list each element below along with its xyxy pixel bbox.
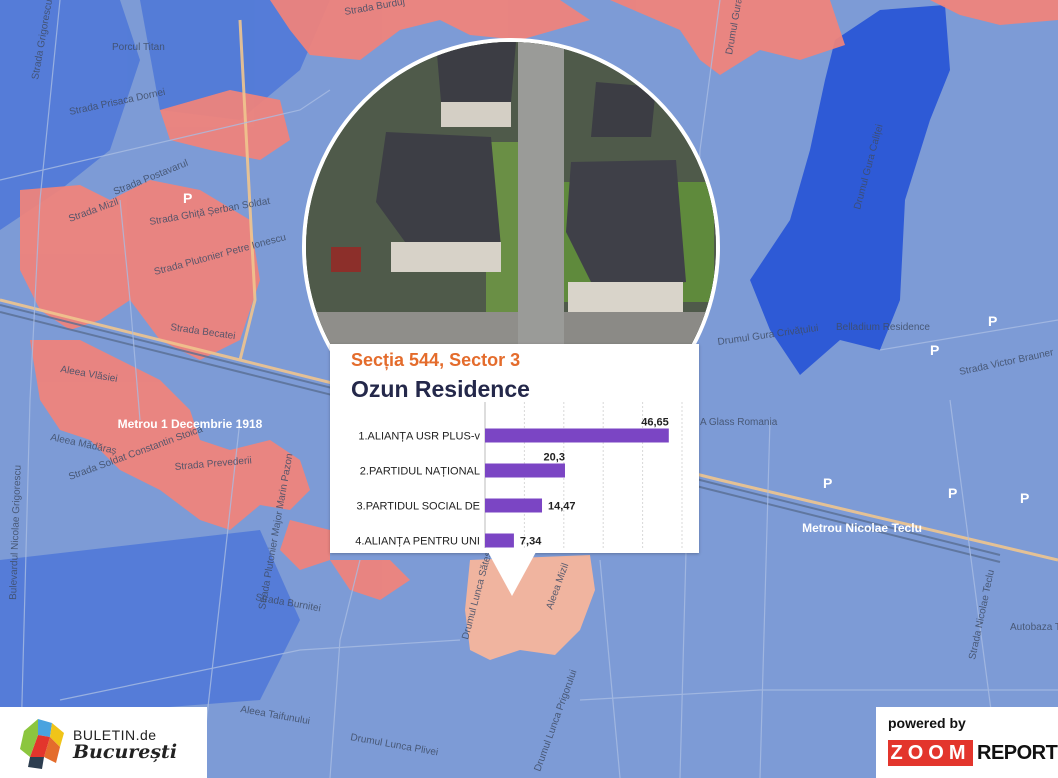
result-bar[interactable] xyxy=(485,533,514,548)
photo-shed xyxy=(331,247,361,272)
powered-by-label: powered by xyxy=(888,715,966,731)
result-value-label: 14,47 xyxy=(548,501,576,513)
result-value-label: 20,3 xyxy=(544,452,565,464)
residence-label: Belladium Residence xyxy=(836,322,930,333)
brand-left-line1: BULETIN.de xyxy=(73,727,157,743)
zoom-text: ZOOM xyxy=(890,742,971,764)
results-chart: 1.ALIANȚA USR PLUS-v 46,65 2.PARTIDUL NAȚI… xyxy=(355,402,683,548)
result-bar[interactable] xyxy=(485,428,669,443)
parking-icon: P xyxy=(183,190,192,206)
photo-wall xyxy=(568,282,683,312)
photo-roof xyxy=(436,42,516,102)
party-label: 2.PARTIDUL NAȚIONAL xyxy=(360,466,480,478)
photo-roof xyxy=(376,132,501,257)
party-label: 1.ALIANȚA USR PLUS-v xyxy=(358,431,480,443)
glass-label: A Glass Romania xyxy=(700,417,778,428)
metro-east-label: Metrou Nicolae Teclu xyxy=(802,521,922,535)
parking-icon: P xyxy=(1020,490,1029,506)
photo-roof xyxy=(591,82,656,137)
section-title: Ozun Residence xyxy=(351,376,530,402)
psd-strong-zone xyxy=(750,5,950,375)
result-value-label: 46,65 xyxy=(641,417,669,429)
buletin-logo[interactable]: BULETIN.de București xyxy=(0,707,207,778)
bucharest-map-icon xyxy=(20,719,64,769)
parking-icon: P xyxy=(988,313,997,329)
result-bar[interactable] xyxy=(485,498,543,513)
street-label: Bulevardul Nicolae Grigorescu xyxy=(8,465,24,600)
result-bar[interactable] xyxy=(485,463,565,478)
photo-wall xyxy=(441,102,511,127)
usr-zones xyxy=(20,0,1058,600)
popup-pointer xyxy=(488,552,536,596)
zoomreport-logo[interactable]: powered by ZOOM REPORT xyxy=(876,707,1058,778)
parking-icon: P xyxy=(930,342,939,358)
park-label: Porcul Titan xyxy=(112,42,165,53)
section-subtitle: Secția 544, Sector 3 xyxy=(351,350,521,370)
party-label: 4.ALIANȚA PENTRU UNI xyxy=(355,536,480,548)
psd-zones xyxy=(0,0,330,720)
zoom-badge: ZOOM xyxy=(888,740,973,766)
result-value-label: 7,34 xyxy=(520,536,542,548)
photo-wall xyxy=(391,242,501,272)
party-label: 3.PARTIDUL SOCIAL DE xyxy=(357,501,480,513)
autobaza-label: Autobaza Titan xyxy=(1010,622,1058,633)
section-popup: Secția 544, Sector 3 Ozun Residence 1.AL… xyxy=(330,344,699,553)
parking-icon: P xyxy=(823,475,832,491)
metro-west-label: Metrou 1 Decembrie 1918 xyxy=(118,417,263,431)
parking-icon: P xyxy=(948,485,957,501)
brand-left-line2: București xyxy=(73,741,178,763)
photo-roof xyxy=(566,160,686,292)
report-text: REPORT xyxy=(977,742,1058,764)
